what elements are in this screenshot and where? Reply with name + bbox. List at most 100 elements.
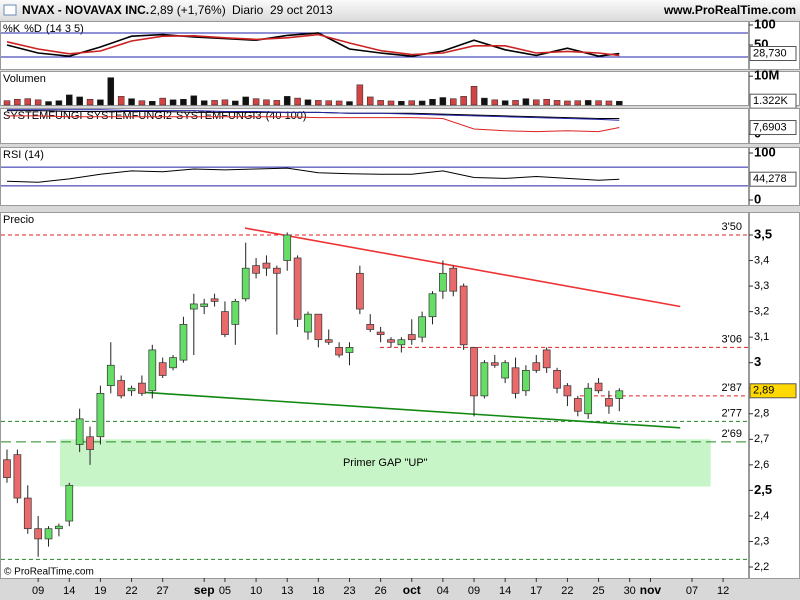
gap-label: Primer GAP "UP" xyxy=(343,457,428,469)
volume-bar xyxy=(107,77,115,106)
candle-body xyxy=(511,367,520,394)
y-tick-label: 2,4 xyxy=(754,510,769,522)
symbol: NVAX - NOVAVAX INC. xyxy=(22,3,149,17)
trendline xyxy=(244,227,681,308)
candle-body xyxy=(563,385,572,397)
candle-body xyxy=(594,382,603,392)
candle-body xyxy=(23,497,32,530)
panel xyxy=(0,108,749,144)
y-tick-label: 2,3 xyxy=(754,535,769,547)
header-icon xyxy=(3,4,17,16)
x-tick-label: 04 xyxy=(437,585,449,597)
volume-bar xyxy=(460,96,467,106)
last-value-label: 44,278 xyxy=(753,173,787,185)
gap-box xyxy=(59,439,711,487)
volume-bar xyxy=(564,100,571,106)
candle-body xyxy=(189,303,198,310)
volume-bar xyxy=(387,100,395,106)
x-tick-label: 27 xyxy=(157,585,169,597)
x-tick-label: 26 xyxy=(374,585,386,597)
volume-bar xyxy=(232,100,239,106)
candle-body xyxy=(376,331,385,335)
volume-bar xyxy=(522,98,530,106)
x-tick-label: 13 xyxy=(281,585,293,597)
candle-body xyxy=(439,272,447,292)
volume-bar xyxy=(335,100,343,106)
y-tick-label: 3,5 xyxy=(754,226,772,241)
volume-bar xyxy=(169,99,177,106)
site: www.ProRealTime.com xyxy=(663,3,796,17)
x-tick-label: 14 xyxy=(63,585,75,597)
x-tick-label: oct xyxy=(403,583,421,597)
candle-body xyxy=(138,382,146,394)
candle-body xyxy=(158,362,167,376)
candle-body xyxy=(13,454,22,499)
x-tick-label: 05 xyxy=(219,585,231,597)
indicator-line xyxy=(6,32,620,58)
volume-bar xyxy=(346,101,353,106)
last-value-box xyxy=(749,46,797,62)
y-tick-label: 10M xyxy=(754,68,779,83)
candle-body xyxy=(573,398,582,412)
y-tick-label: 3,3 xyxy=(754,280,769,292)
candle-body xyxy=(293,257,302,320)
candle-body xyxy=(470,347,478,397)
volume-bar xyxy=(315,100,322,106)
volume-bar xyxy=(325,100,332,106)
volume-bar xyxy=(128,98,135,106)
legend-entry: %K xyxy=(3,23,21,35)
volume-bar xyxy=(616,100,623,106)
legend-entry: SYSTEMFUNGI2 xyxy=(86,110,172,122)
volume-bar xyxy=(294,97,301,106)
candle-body xyxy=(356,272,364,310)
candle-body xyxy=(553,370,561,389)
volume-bar xyxy=(159,97,166,106)
y-tick-label: 2,5 xyxy=(754,482,772,497)
panels: %K %D (14 3 5) 10 05 0 28,730 Volumen 10M 1.322K S… xyxy=(0,16,800,597)
volume-bar xyxy=(605,100,613,106)
candle-body xyxy=(449,267,458,292)
volume-bar xyxy=(263,99,270,106)
x-tick-label: 25 xyxy=(592,585,604,597)
volume-bar xyxy=(55,100,63,106)
candle-body xyxy=(252,265,260,274)
x-tick-label: sep xyxy=(194,583,215,597)
level-label: 2'87 xyxy=(722,382,742,394)
panel xyxy=(0,71,749,106)
volume-bar xyxy=(429,98,436,106)
y-tick-label: 100 xyxy=(754,16,776,31)
volume-bar xyxy=(304,99,312,106)
legend-entry: %D xyxy=(24,23,42,35)
volume-bar xyxy=(34,99,42,106)
x-tick-label: 07 xyxy=(686,585,698,597)
volume-bar xyxy=(66,94,73,106)
volume-bar xyxy=(491,99,499,106)
volume-bar xyxy=(470,86,478,106)
volume-bar xyxy=(86,98,94,106)
y-tick-label: 3,1 xyxy=(754,331,769,343)
x-tick-label: nov xyxy=(640,583,662,597)
indicator-line xyxy=(6,167,620,183)
candle-body xyxy=(200,303,209,307)
volume-bar xyxy=(553,100,561,106)
legend-entry: SYSTEMFUNGI3 xyxy=(176,110,262,122)
last-value-label: 7,6903 xyxy=(753,121,787,133)
volume-bar xyxy=(242,96,249,106)
indicator-line xyxy=(7,109,620,121)
volume-bar xyxy=(584,100,592,106)
candle-body xyxy=(65,484,74,522)
volume-bar xyxy=(533,99,540,106)
volume-bar xyxy=(512,100,519,106)
candle-body xyxy=(127,387,136,392)
x-tick-label: 09 xyxy=(32,585,44,597)
volume-bar xyxy=(450,98,457,106)
y-tick-label: 2,2 xyxy=(754,561,769,573)
volume-bar xyxy=(211,100,218,106)
candle-body xyxy=(179,324,188,361)
candle-body xyxy=(532,362,541,371)
candle-body xyxy=(75,418,84,445)
candle-body xyxy=(428,293,437,318)
candle-body xyxy=(407,334,416,341)
candle-body xyxy=(241,267,250,300)
candle-body xyxy=(615,390,624,399)
